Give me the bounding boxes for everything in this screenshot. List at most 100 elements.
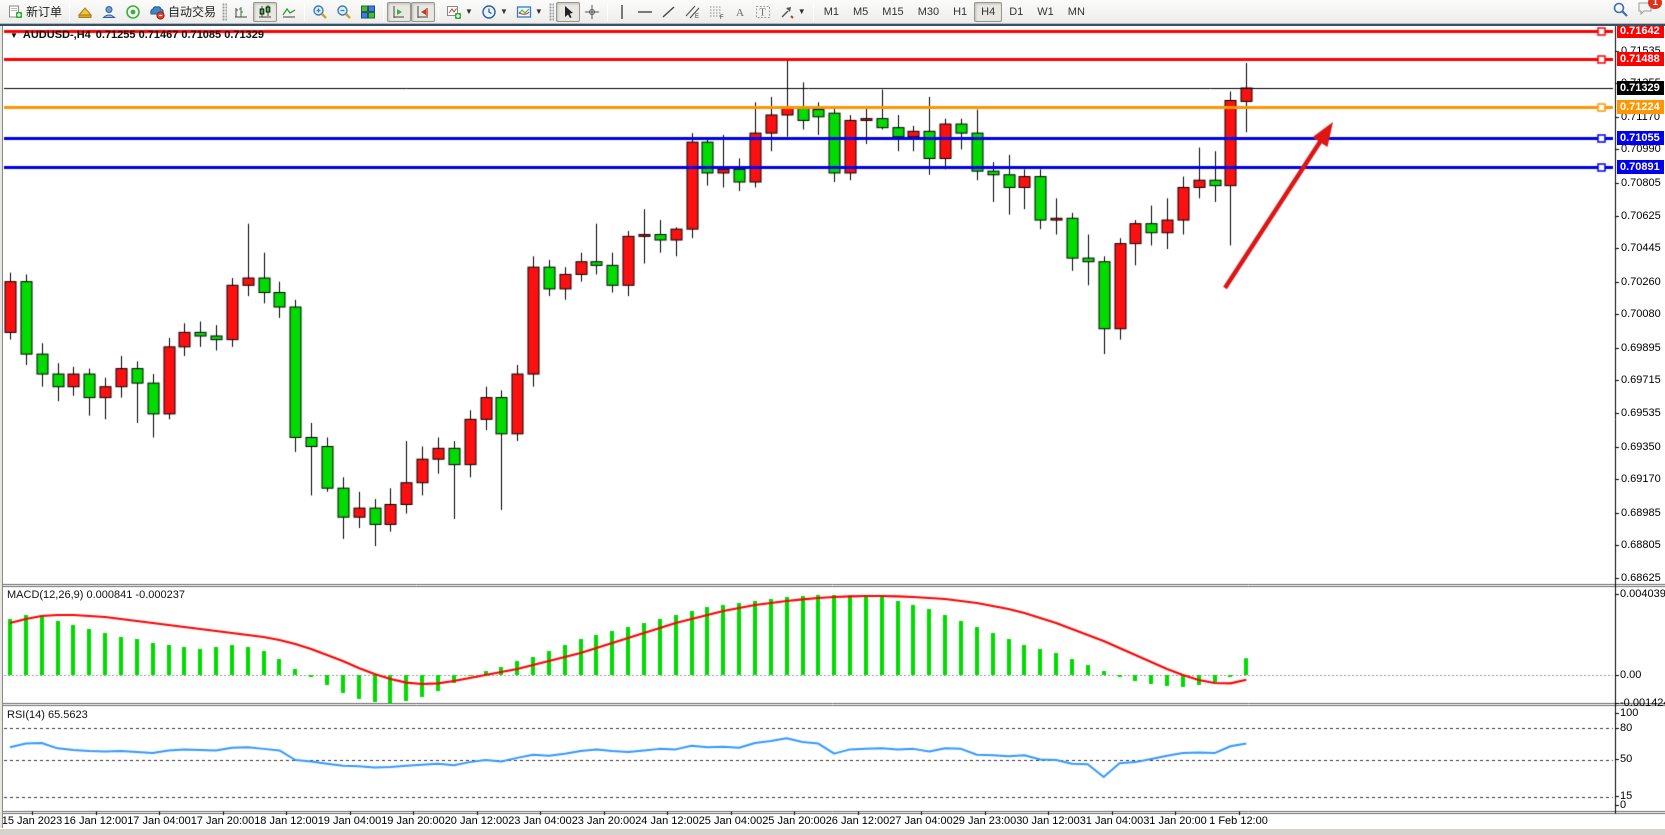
line-price-badge[interactable]: 0.71224 <box>1617 100 1664 115</box>
time-axis-label: 23 Jan 04:00 <box>508 815 572 827</box>
price-tick-label: 0.69895 <box>1621 341 1661 354</box>
zoom-out-button[interactable] <box>332 2 356 22</box>
text-label-icon: T <box>755 4 771 20</box>
rsi-current-value: 65.5623 <box>47 709 88 721</box>
autotrading-button[interactable]: 自动交易 <box>145 2 220 22</box>
price-tick-label: 0.69350 <box>1621 440 1661 453</box>
line-price-badge[interactable]: 0.71055 <box>1617 130 1664 145</box>
market-watch-button[interactable] <box>73 2 97 22</box>
time-axis-label: 16 Jan 12:00 <box>63 815 128 827</box>
rsi-axis-label: 80 <box>1620 722 1633 734</box>
arrows-tool-button[interactable]: ▼ <box>775 2 810 22</box>
fibonacci-tool-button[interactable]: F <box>705 2 729 22</box>
trendline-tool-button[interactable] <box>657 2 681 22</box>
toolbar-separator <box>438 2 440 21</box>
auto-scroll-button[interactable] <box>387 1 412 22</box>
chart-symbol-period: AUDUSD-,H4 <box>22 29 91 41</box>
macd-indicator-label: MACD(12,26,9) 0.000841 -0.000237 <box>7 589 185 601</box>
equidistant-channel-icon: E <box>685 4 701 20</box>
bar-chart-type-button[interactable] <box>229 2 253 22</box>
macd-axis-label: 0.00 <box>1620 669 1642 681</box>
rsi-axis-label: 100 <box>1620 707 1639 719</box>
crosshair-icon <box>584 4 600 20</box>
candlestick-chart-type-button[interactable] <box>253 1 278 22</box>
autotrading-label: 自动交易 <box>168 5 217 19</box>
new-order-icon <box>8 4 23 19</box>
time-axis-label: 18 Jan 12:00 <box>254 815 318 827</box>
cursor-icon <box>560 4 576 20</box>
zoom-in-button[interactable] <box>308 2 332 22</box>
price-tick-label: 0.70080 <box>1621 308 1661 321</box>
line-price-badge[interactable]: 0.70891 <box>1617 160 1664 175</box>
rsi-name: RSI(14) <box>7 709 45 721</box>
search-icon[interactable] <box>1612 1 1629 23</box>
periods-caret-icon: ▼ <box>499 6 508 16</box>
line-chart-type-button[interactable] <box>277 2 301 22</box>
chart-shift-icon <box>415 4 431 20</box>
navigator-icon <box>101 4 117 20</box>
time-axis-label: 20 Jan 12:00 <box>444 815 509 827</box>
vertical-line-tool-button[interactable] <box>611 2 633 22</box>
crosshair-tool-button[interactable] <box>580 2 604 22</box>
new-order-button[interactable]: 新订单 <box>4 2 66 22</box>
timeframe-button-M5[interactable]: M5 <box>853 5 869 18</box>
price-tick-label: 0.70260 <box>1621 275 1661 288</box>
chart-title-collapse-icon[interactable]: ▼ <box>10 30 18 40</box>
line-price-badge[interactable]: 0.71488 <box>1617 52 1664 67</box>
time-axis-label: 1 Feb 12:00 <box>1209 815 1268 827</box>
time-axis-label: 24 Jan 12:00 <box>635 815 699 827</box>
market-watch-icon <box>77 4 93 20</box>
navigator-button[interactable] <box>97 2 121 22</box>
line-chart-icon <box>281 4 297 20</box>
price-tick-label: 0.68985 <box>1621 506 1661 519</box>
toolbar-grip <box>222 2 228 21</box>
toolbar-separator <box>606 2 608 21</box>
horizontal-line-icon <box>637 4 653 20</box>
macd-name: MACD(12,26,9) <box>7 589 84 601</box>
chart-window-left-edge <box>0 26 3 828</box>
text-label-tool-button[interactable]: T <box>751 2 775 22</box>
price-tick-label: 0.70990 <box>1621 143 1661 156</box>
price-tick-label: 0.70805 <box>1621 176 1661 189</box>
timeframe-button-M1[interactable]: M1 <box>823 5 839 18</box>
timeframe-button-H4[interactable]: H4 <box>974 1 1003 22</box>
price-tick-label: 0.70625 <box>1621 209 1661 222</box>
line-price-badge[interactable]: 0.71642 <box>1617 24 1664 39</box>
new-chart-icon <box>446 4 462 20</box>
templates-button[interactable]: ▼ <box>512 2 547 22</box>
horizontal-line-tool-button[interactable] <box>633 2 657 22</box>
svg-text:T: T <box>759 7 765 18</box>
periods-clock-icon <box>481 4 497 20</box>
chart-shift-button[interactable] <box>411 1 436 22</box>
periods-button[interactable]: ▼ <box>477 2 512 22</box>
rsi-indicator-label: RSI(14) 65.5623 <box>7 709 88 721</box>
autotrading-icon <box>149 4 165 20</box>
toolbar-separator <box>304 2 306 21</box>
bar-chart-icon <box>233 4 249 20</box>
cursor-tool-button[interactable] <box>555 1 580 22</box>
zoom-in-icon <box>312 4 328 20</box>
timeframe-button-MN[interactable]: MN <box>1067 5 1085 18</box>
alerts-button[interactable] <box>121 2 145 22</box>
tile-windows-button[interactable] <box>356 2 380 22</box>
notifications-button[interactable]: 1 <box>1637 0 1662 22</box>
new-chart-button[interactable]: ▼ <box>442 2 477 22</box>
timeframe-button-D1[interactable]: D1 <box>1009 5 1024 18</box>
time-axis-label: 25 Jan 04:00 <box>698 815 763 827</box>
equidistant-channel-tool-button[interactable]: E <box>681 2 705 22</box>
auto-scroll-icon <box>391 4 407 20</box>
timeframe-button-M30[interactable]: M30 <box>917 5 940 18</box>
text-tool-button[interactable]: A <box>729 2 751 22</box>
current-price-badge[interactable]: 0.71329 <box>1617 81 1664 95</box>
toolbar-separator <box>383 2 385 21</box>
arrows-caret-icon: ▼ <box>797 6 806 16</box>
timeframe-button-H1[interactable]: H1 <box>953 5 968 18</box>
timeframe-button-M15[interactable]: M15 <box>882 5 904 18</box>
time-axis-label: 17 Jan 04:00 <box>127 815 191 827</box>
timeframe-button-W1[interactable]: W1 <box>1037 5 1054 18</box>
time-axis-label: 26 Jan 12:00 <box>825 815 890 827</box>
macd-axis-label: -0.001424 <box>1620 697 1665 710</box>
zoom-out-icon <box>336 4 352 20</box>
